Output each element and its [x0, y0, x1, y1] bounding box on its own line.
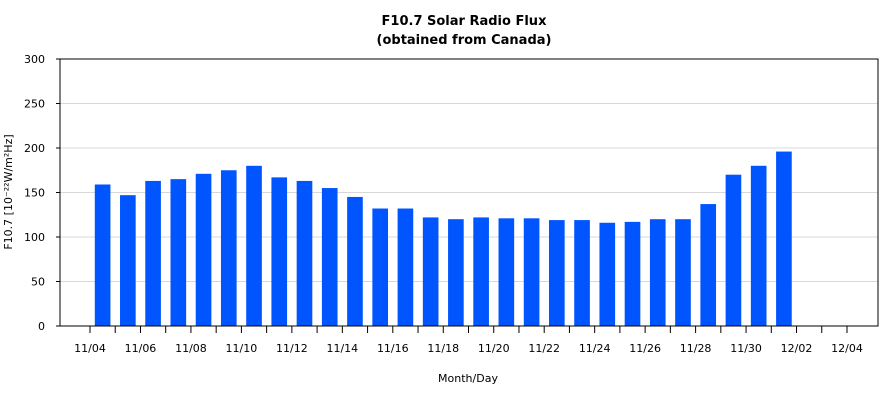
bar: [170, 179, 187, 326]
x-tick-label: 11/20: [478, 342, 510, 355]
x-tick-label: 11/10: [226, 342, 258, 355]
bar: [523, 218, 540, 326]
y-tick-label: 50: [31, 276, 45, 289]
bar: [372, 208, 389, 326]
bar: [776, 151, 792, 326]
x-tick-label: 11/16: [377, 342, 409, 355]
bar: [94, 184, 111, 326]
x-tick-label: 11/18: [427, 342, 459, 355]
y-axis-label: F10.7 [10⁻²²W/m²Hz]: [2, 134, 15, 249]
bar: [347, 196, 363, 326]
x-tick-label: 11/12: [276, 342, 308, 355]
y-tick-label: 100: [24, 231, 45, 244]
bar: [624, 221, 641, 326]
bar: [599, 222, 616, 326]
bar: [649, 219, 666, 326]
y-tick-label: 250: [24, 98, 45, 111]
bar: [220, 170, 237, 326]
bar: [246, 165, 262, 326]
y-tick-label: 0: [38, 320, 45, 333]
bar: [750, 165, 767, 326]
x-tick-label: 11/14: [326, 342, 358, 355]
x-tick-label: 11/04: [74, 342, 106, 355]
x-axis: 11/04 11/06 11/08 11/10 11/12 11/14 11/16 11/18…: [74, 326, 863, 355]
x-tick-label: 12/04: [831, 342, 863, 355]
bar: [296, 180, 313, 326]
x-tick-label: 11/30: [730, 342, 762, 355]
bar: [498, 218, 515, 326]
chart-subtitle: (obtained from Canada): [377, 33, 552, 48]
chart-title: F10.7 Solar Radio Flux: [382, 14, 548, 29]
x-axis-label: Month/Day: [438, 372, 498, 385]
bar: [725, 174, 742, 326]
y-tick-label: 300: [24, 53, 45, 66]
x-tick-label: 11/26: [629, 342, 661, 355]
bars: [94, 151, 792, 326]
bar: [448, 219, 464, 326]
x-tick-label: 11/22: [528, 342, 560, 355]
bar: [675, 219, 691, 326]
x-tick-label: 11/08: [175, 342, 207, 355]
y-tick-label: 150: [24, 187, 45, 200]
bar: [120, 195, 136, 326]
bar: [574, 220, 590, 326]
bar: [195, 173, 212, 326]
bar: [145, 180, 161, 326]
y-axis: 0 50 100 150 200 250 300: [24, 53, 60, 333]
y-tick-label: 200: [24, 142, 45, 155]
bar: [271, 177, 288, 326]
x-tick-label: 12/02: [781, 342, 813, 355]
bar: [422, 217, 439, 326]
bar: [321, 188, 338, 326]
bar: [700, 204, 717, 326]
x-tick-label: 11/28: [680, 342, 712, 355]
bar: [397, 208, 414, 326]
x-tick-label: 11/06: [125, 342, 157, 355]
bar: [548, 220, 565, 326]
x-tick-label: 11/24: [579, 342, 611, 355]
bar: [473, 217, 489, 326]
